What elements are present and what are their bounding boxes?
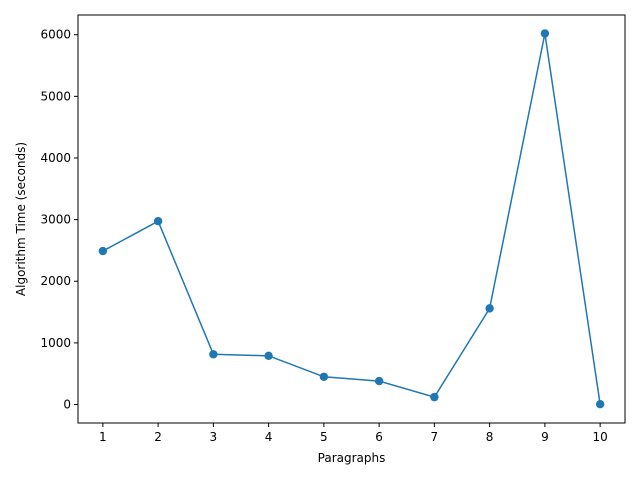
data-point bbox=[98, 246, 108, 256]
x-tick-label: 9 bbox=[541, 430, 549, 444]
data-point bbox=[540, 29, 550, 38]
x-tick-label: 8 bbox=[486, 430, 494, 444]
y-tick-label: 3000 bbox=[40, 213, 71, 227]
data-point bbox=[485, 304, 494, 313]
data-point bbox=[264, 351, 273, 361]
x-tick-label: 7 bbox=[431, 430, 439, 444]
x-tick-label: 3 bbox=[210, 430, 218, 444]
x-tick-label: 6 bbox=[375, 430, 383, 444]
y-tick-label: 6000 bbox=[40, 28, 71, 42]
x-tick-label: 5 bbox=[320, 430, 328, 444]
x-tick-label: 4 bbox=[265, 430, 273, 444]
x-axis-label: Paragraphs bbox=[318, 451, 386, 465]
x-tick-label: 10 bbox=[592, 430, 607, 444]
y-tick-label: 1000 bbox=[40, 336, 71, 350]
y-tick-label: 4000 bbox=[40, 151, 71, 165]
y-tick-label: 5000 bbox=[40, 89, 71, 103]
data-point bbox=[209, 350, 218, 359]
data-point bbox=[153, 216, 163, 226]
y-axis-ticks: 0 1000 2000 3000 4000 5000 6000 bbox=[40, 28, 78, 412]
plot-area bbox=[98, 29, 605, 409]
y-tick-label: 0 bbox=[63, 398, 71, 412]
x-axis-ticks: 1 2 3 4 5 6 7 8 9 10 bbox=[99, 423, 608, 444]
y-tick-label: 2000 bbox=[40, 274, 71, 288]
data-point bbox=[595, 400, 605, 409]
series-line bbox=[102, 33, 601, 405]
y-axis-label: Algorithm Time (seconds) bbox=[14, 142, 28, 296]
x-tick-label: 2 bbox=[154, 430, 162, 444]
data-point bbox=[430, 392, 439, 402]
x-tick-label: 1 bbox=[99, 430, 107, 444]
axes-frame bbox=[77, 14, 626, 424]
data-point bbox=[319, 372, 329, 381]
data-point bbox=[374, 376, 384, 386]
